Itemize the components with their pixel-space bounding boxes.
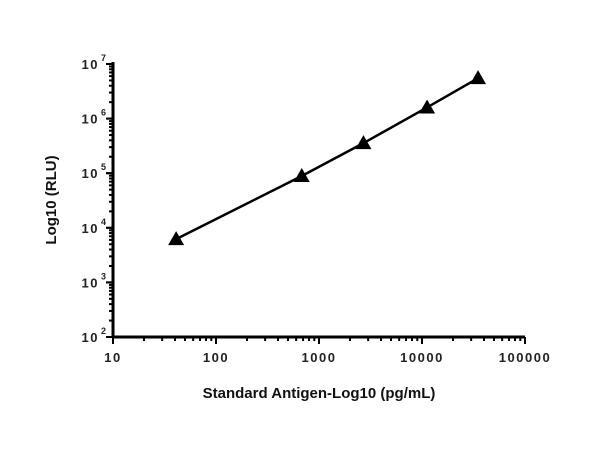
y-tick-exponent: 4 [101,217,108,227]
x-axis-label: Standard Antigen-Log10 (pg/mL) [203,385,436,402]
data-point-triangle [355,135,372,150]
x-tick-label: 100 [203,350,229,365]
data-point-triangle [168,231,185,246]
y-tick-label: 10 [82,112,99,127]
x-axis-ticks: 10 100 1000 10000 100000 [104,337,551,365]
y-tick-exponent: 2 [101,326,108,336]
x-tick-label: 100000 [499,350,551,365]
y-tick-exponent: 5 [101,162,108,172]
y-tick-exponent: 6 [101,108,108,118]
y-axis-label: Log10 (RLU) [43,155,60,244]
y-tick-label: 10 [82,330,99,345]
data-point-triangle [419,99,436,114]
data-point-triangle [293,167,310,182]
x-tick-label: 10 [104,350,121,365]
data-point-triangle [470,70,487,85]
y-tick-exponent: 7 [101,53,108,63]
x-tick-label: 1000 [302,350,337,365]
y-tick-exponent: 3 [101,271,108,281]
axes [111,62,525,339]
y-tick-label: 10 [82,57,99,72]
series-standard [168,70,487,246]
y-tick-label: 10 [82,166,99,181]
y-tick-label: 10 [82,221,99,236]
x-tick-label: 10000 [400,350,444,365]
y-tick-label: 10 [82,275,99,290]
series-line [175,77,479,241]
